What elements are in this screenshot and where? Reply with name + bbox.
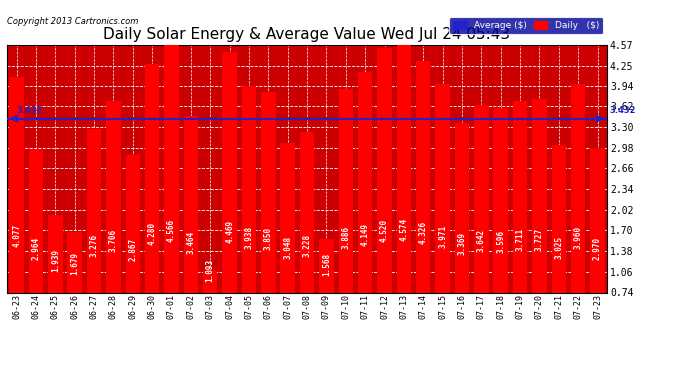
Bar: [10, 77, 24, 292]
Text: 4.566: 4.566: [167, 218, 176, 242]
Text: 4.520: 4.520: [380, 219, 389, 242]
Text: 4.469: 4.469: [225, 219, 234, 243]
Text: 3.432: 3.432: [609, 106, 635, 115]
Bar: [203, 270, 217, 292]
Text: Copyright 2013 Cartronics.com: Copyright 2013 Cartronics.com: [7, 17, 138, 26]
Text: 2.867: 2.867: [128, 238, 137, 261]
Title: Daily Solar Energy & Average Value Wed Jul 24 05:43: Daily Solar Energy & Average Value Wed J…: [104, 27, 511, 42]
Text: 2.964: 2.964: [32, 237, 41, 260]
Text: 3.276: 3.276: [90, 233, 99, 256]
Text: 3.706: 3.706: [109, 228, 118, 252]
Bar: [435, 84, 450, 292]
Text: 3.464: 3.464: [186, 231, 195, 254]
Bar: [48, 215, 63, 292]
Bar: [29, 149, 43, 292]
Text: 2.970: 2.970: [593, 237, 602, 260]
Text: 3.228: 3.228: [302, 234, 312, 257]
Text: 3.432: 3.432: [17, 106, 43, 115]
Text: 3.711: 3.711: [515, 228, 524, 252]
Bar: [358, 72, 373, 292]
Bar: [513, 100, 527, 292]
Bar: [145, 64, 159, 292]
Bar: [184, 117, 198, 292]
Bar: [319, 239, 334, 292]
Bar: [261, 92, 275, 292]
Text: 1.939: 1.939: [51, 249, 60, 272]
Text: 3.960: 3.960: [573, 225, 582, 249]
Text: 4.149: 4.149: [361, 223, 370, 246]
Bar: [474, 105, 489, 292]
Text: 3.596: 3.596: [496, 230, 505, 253]
Text: 1.679: 1.679: [70, 252, 79, 275]
Text: 3.850: 3.850: [264, 227, 273, 250]
Bar: [532, 99, 546, 292]
Legend: Average ($), Daily   ($): Average ($), Daily ($): [449, 17, 602, 34]
Bar: [164, 45, 179, 292]
Bar: [87, 129, 101, 292]
Bar: [493, 108, 508, 292]
Bar: [377, 48, 392, 292]
Bar: [68, 232, 82, 292]
Bar: [280, 143, 295, 292]
Text: 3.048: 3.048: [283, 236, 292, 259]
Text: 1.568: 1.568: [322, 253, 331, 276]
Text: 3.727: 3.727: [535, 228, 544, 251]
Text: 4.077: 4.077: [12, 224, 21, 247]
Bar: [222, 51, 237, 292]
Bar: [106, 101, 121, 292]
Text: 4.574: 4.574: [400, 218, 408, 242]
Bar: [241, 86, 256, 292]
Text: 3.938: 3.938: [244, 226, 253, 249]
Text: 1.093: 1.093: [206, 259, 215, 282]
Text: 4.326: 4.326: [419, 221, 428, 245]
Bar: [126, 155, 140, 292]
Text: 3.369: 3.369: [457, 232, 466, 255]
Bar: [397, 45, 411, 292]
Bar: [551, 145, 566, 292]
Text: 3.971: 3.971: [438, 225, 447, 249]
Text: 3.886: 3.886: [342, 226, 351, 249]
Bar: [571, 84, 585, 292]
Bar: [339, 89, 353, 292]
Text: 4.280: 4.280: [148, 222, 157, 245]
Bar: [590, 148, 604, 292]
Text: 3.025: 3.025: [554, 236, 563, 260]
Text: 3.642: 3.642: [477, 229, 486, 252]
Bar: [299, 132, 315, 292]
Bar: [416, 61, 431, 292]
Bar: [455, 123, 469, 292]
